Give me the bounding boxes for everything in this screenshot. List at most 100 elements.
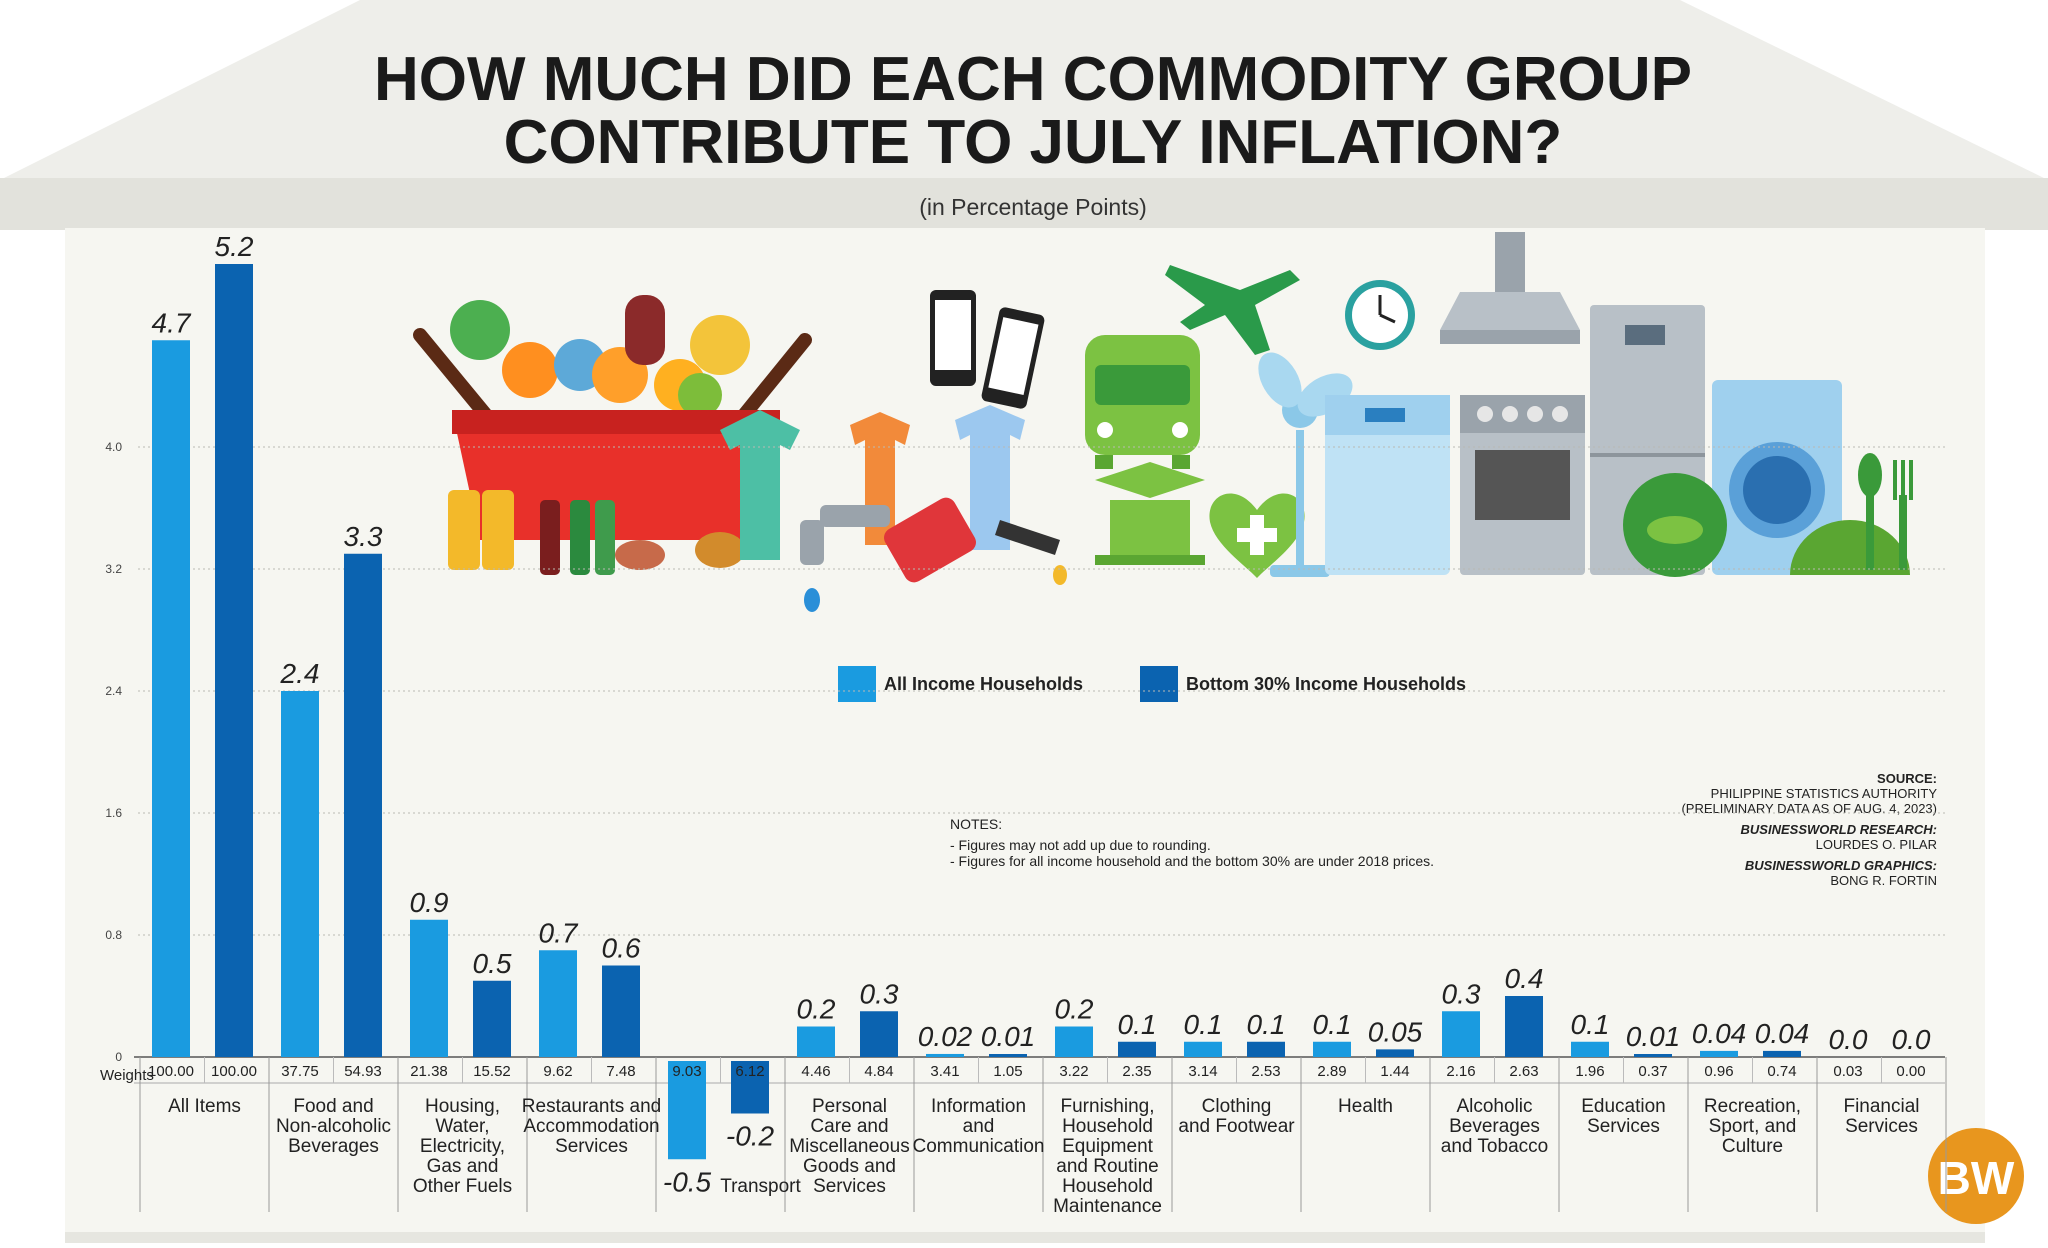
category-label: Alcoholic [1456,1096,1532,1117]
category-label: Gas and [427,1156,499,1177]
y-axis: 0 0.8 1.6 2.4 3.2 4.0 [105,440,1947,1212]
bar-bottom-30 [473,980,511,1057]
category-label: and Tobacco [1441,1136,1548,1157]
source-heading: SOURCE: [1877,771,1937,786]
category-label: Non-alcoholic [276,1116,391,1137]
bar-value-label: 0.3 [1442,978,1481,1009]
weight-label: 15.52 [473,1063,511,1080]
weight-label: 4.84 [864,1063,893,1080]
bar-value-label: 0.5 [473,948,512,979]
bar-bottom-30 [602,965,640,1057]
chart-subtitle: (in Percentage Points) [919,194,1147,220]
bar-all-income [1442,1011,1480,1057]
legend-label-all-income: All Income Households [884,674,1083,694]
bar-value-label: 0.02 [918,1021,973,1052]
airplane-icon [1165,265,1300,355]
y-tick-label: 4.0 [105,440,122,454]
weight-label: 2.63 [1509,1063,1538,1080]
weight-label: 100.00 [148,1063,194,1080]
bar-value-label: 0.7 [539,917,579,948]
chart-title-line-2: CONTRIBUTE TO JULY INFLATION? [504,108,1563,177]
notes-line-1: - Figures may not add up due to rounding… [950,837,1211,853]
weight-label: 9.03 [672,1063,701,1080]
category-label: Household [1062,1176,1153,1197]
grocery-basket-icon [413,295,812,540]
category-label: Information [931,1096,1026,1117]
category-label: Education [1581,1096,1666,1117]
graphics-name: BONG R. FORTIN [1830,873,1937,888]
bar-all-income [1184,1041,1222,1057]
weight-label: 3.14 [1188,1063,1217,1080]
bar-labels: 4.7 100.00 5.2 100.00 All Items 2.4 37.75 3.3 54… [148,231,1931,1217]
mobile-phone-icon [930,290,1045,409]
bar-value-label: 0.6 [602,933,641,964]
weight-label: 0.03 [1833,1063,1862,1080]
category-label: Household [1062,1116,1153,1137]
category-label: and [963,1116,995,1137]
bar-all-income [539,950,577,1057]
category-label: and Routine [1056,1156,1158,1177]
category-label: Communication [913,1136,1045,1157]
y-tick-label: 3.2 [105,562,122,576]
y-tick-label: 0.8 [105,928,122,942]
weight-label: 21.38 [410,1063,448,1080]
category-label: Maintenance [1053,1196,1162,1217]
stove-icon [1460,395,1585,575]
research-label: BUSINESSWORLD RESEARCH: [1741,822,1937,837]
category-label: Furnishing, [1061,1096,1155,1117]
research-name: LOURDES O. PILAR [1816,837,1937,852]
bar-all-income [797,1026,835,1057]
category-label: All Items [168,1096,241,1117]
category-label: Accommodation [523,1116,659,1137]
illustration [413,232,1913,612]
cutlery-icon [1858,453,1913,570]
bar-all-income [152,340,190,1057]
shirt-icon [720,405,1025,560]
bar-value-label: 0.2 [797,994,836,1025]
source-date: (PRELIMINARY DATA AS OF AUG. 4, 2023) [1681,801,1937,816]
fish-plate-icon [1623,473,1910,577]
y-tick-label: 2.4 [105,684,122,698]
house-foundation [65,1232,1985,1243]
weight-label: 2.35 [1122,1063,1151,1080]
range-hood-icon [1440,232,1580,344]
weight-label: 54.93 [344,1063,382,1080]
house-roof [0,0,2048,180]
weight-label: 3.41 [930,1063,959,1080]
weight-label: 6.12 [735,1063,764,1080]
bar-bottom-30 [1634,1054,1672,1057]
bar-value-label: -0.5 [663,1166,712,1197]
chart-notes: NOTES: - Figures may not add up due to r… [950,816,1434,869]
bar-value-label: 0.05 [1368,1016,1423,1047]
weight-label: 37.75 [281,1063,319,1080]
category-label: Other Fuels [413,1176,512,1197]
bar-value-label: 0.9 [410,887,449,918]
washing-machine-icon [1712,380,1842,575]
bar-value-label: 5.2 [215,231,254,262]
graphics-label: BUSINESSWORLD GRAPHICS: [1745,858,1937,873]
bars [152,264,1801,1160]
weight-label: 9.62 [543,1063,572,1080]
category-label: Financial [1843,1096,1919,1117]
weight-label: 3.22 [1059,1063,1088,1080]
bar-value-label: 2.4 [280,658,320,689]
weight-label: 100.00 [211,1063,257,1080]
bar-bottom-30 [1505,996,1543,1057]
weight-label: 4.46 [801,1063,830,1080]
graduation-cap-icon [1095,462,1205,565]
bar-value-label: 3.3 [344,521,383,552]
bar-bottom-30 [1763,1050,1801,1057]
category-label: Health [1338,1096,1393,1117]
water-faucet-icon [800,505,890,612]
roof-beam [0,178,2048,230]
weight-label: 0.00 [1896,1063,1925,1080]
weight-label: 1.44 [1380,1063,1409,1080]
category-label: Transport [720,1176,801,1197]
category-label: Care and [810,1116,888,1137]
weight-label: 0.96 [1704,1063,1733,1080]
bar-all-income [1571,1041,1609,1057]
category-label: Electricity, [420,1136,505,1157]
category-label: Services [555,1136,628,1157]
